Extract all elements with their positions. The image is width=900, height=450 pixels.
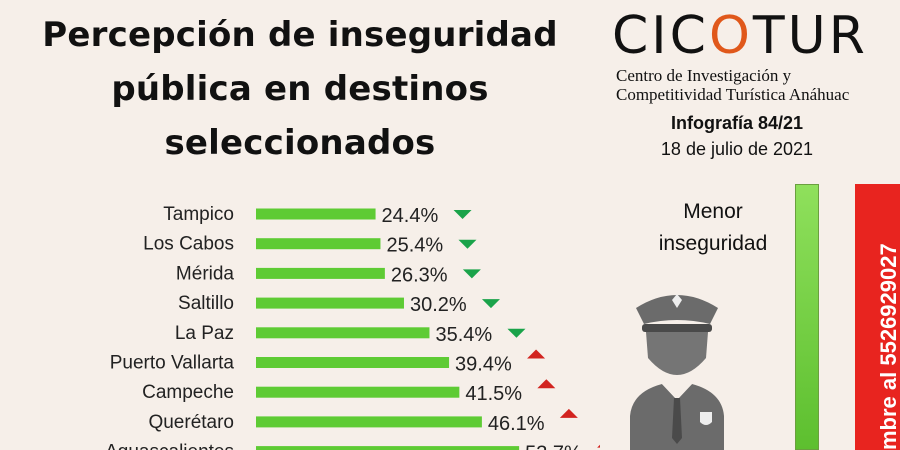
category-label: Mérida (176, 263, 235, 284)
category-label: Aguascalientes (105, 442, 234, 450)
value-label: 39.4% (455, 354, 512, 376)
issue-info: Infografía 84/21 18 de julio de 2021 (612, 110, 862, 162)
police-officer-icon (630, 294, 724, 450)
scale-green-bar (795, 184, 819, 450)
green-down-triangle-icon (507, 328, 526, 338)
brand-subtitle-1: Centro de Investigación y (616, 66, 792, 85)
panel-label: Menor inseguridad (628, 196, 798, 260)
bar (256, 267, 385, 279)
bar (256, 327, 430, 339)
green-down-triangle-icon (462, 269, 481, 279)
value-label: 35.4% (435, 324, 492, 346)
title-line-2: pública en destinos (111, 69, 489, 109)
page-title: Percepción de inseguridad pública en des… (0, 8, 600, 170)
side-strip: mbre al 5526929027 (855, 184, 900, 450)
bar (256, 446, 520, 450)
bar (256, 238, 381, 250)
issue-number: Infografía 84/21 (670, 113, 804, 133)
red-up-triangle-icon (527, 349, 546, 359)
brand-block: CICOTUR Centro de Investigación y Compet… (612, 6, 900, 104)
side-strip-text: mbre al 5526929027 (876, 243, 900, 450)
category-label: Querétaro (148, 412, 234, 433)
green-down-triangle-icon (481, 299, 500, 309)
logo-text-end: TUR (752, 6, 868, 66)
panel-label-line-2: inseguridad (658, 232, 768, 255)
bar (256, 297, 404, 309)
bar (256, 386, 460, 398)
category-label: Campeche (142, 382, 234, 403)
category-label: Tampico (163, 204, 234, 225)
green-down-triangle-icon (458, 239, 477, 249)
title-line-1: Percepción de inseguridad (42, 15, 558, 55)
red-up-triangle-icon (597, 444, 600, 448)
category-label: Los Cabos (143, 234, 234, 255)
value-label: 26.3% (391, 264, 448, 286)
bar (256, 357, 450, 368)
brand-subtitle-2: Competitividad Turística Anáhuac (616, 85, 850, 104)
value-label: 24.4% (382, 205, 439, 227)
red-up-triangle-icon (537, 379, 556, 389)
cicotur-logo: CICOTUR (612, 6, 900, 66)
logo-magnifier-o: O (708, 6, 753, 66)
value-label: 41.5% (465, 383, 522, 405)
value-label: 25.4% (386, 235, 443, 257)
bar-chart: Tampico 24.4% Los Cabos 25.4% Mérida 26.3% Sal… (105, 204, 600, 450)
category-label: La Paz (175, 323, 234, 344)
value-label: 30.2% (410, 294, 467, 316)
value-label: 53.7% (525, 443, 582, 450)
green-down-triangle-icon (453, 210, 472, 219)
logo-text-start: CIC (612, 6, 709, 66)
issue-date: 18 de julio de 2021 (660, 139, 814, 159)
bar (256, 208, 376, 220)
category-label: Saltillo (178, 293, 234, 314)
red-up-triangle-icon (559, 408, 578, 418)
value-label: 46.1% (488, 413, 545, 435)
title-line-3: seleccionados (164, 123, 436, 163)
bar (256, 416, 482, 428)
category-label: Puerto Vallarta (110, 353, 235, 374)
panel-label-line-1: Menor (683, 200, 743, 223)
